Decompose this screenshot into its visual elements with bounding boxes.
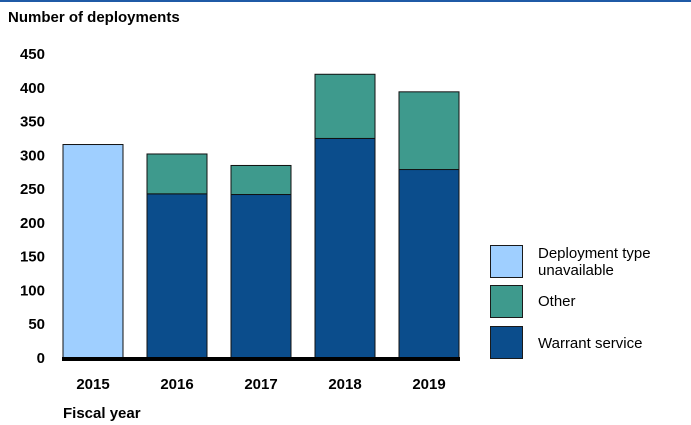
y-tick-label: 350 xyxy=(20,114,45,131)
bar-2016-other xyxy=(146,153,208,195)
y-tick-label: 150 xyxy=(20,249,45,266)
bar-2017-other xyxy=(230,164,292,196)
bar-2015-deployment-type-unavailable xyxy=(62,144,124,359)
bar-2019-other xyxy=(398,91,460,171)
y-tick-label: 300 xyxy=(20,147,45,164)
x-tick-label: 2016 xyxy=(160,376,193,393)
y-tick-label: 50 xyxy=(28,316,45,333)
x-tick-label: 2019 xyxy=(412,376,445,393)
x-axis-baseline xyxy=(62,357,460,361)
bar-2019-warrant-service xyxy=(398,169,460,359)
x-tick-label: 2015 xyxy=(76,376,109,393)
legend-swatch-warrant xyxy=(490,326,523,359)
legend-swatch-other xyxy=(490,285,523,318)
bar-2018-other xyxy=(314,73,376,139)
bar-group xyxy=(62,73,460,361)
x-tick-label: 2018 xyxy=(328,376,361,393)
bar-2018-warrant-service xyxy=(314,137,376,359)
legend-label-warrant: Warrant service xyxy=(538,335,643,352)
y-tick-label: 400 xyxy=(20,80,45,97)
x-tick-label: 2017 xyxy=(244,376,277,393)
y-axis-ticks: 0 50 100 150 200 250 300 350 400 450 xyxy=(20,46,45,367)
y-tick-label: 250 xyxy=(20,181,45,198)
top-rule xyxy=(0,0,691,2)
y-axis-title: Number of deployments xyxy=(8,9,180,26)
x-axis-ticks: 2015 2016 2017 2018 2019 xyxy=(76,376,445,393)
y-tick-label: 200 xyxy=(20,215,45,232)
bar-2017-warrant-service xyxy=(230,194,292,359)
legend-label-unavailable: Deployment type unavailable xyxy=(538,245,651,279)
legend-swatch-unavailable xyxy=(490,245,523,278)
bar-2016-warrant-service xyxy=(146,193,208,359)
y-tick-label: 0 xyxy=(37,350,45,367)
legend-label-other: Other xyxy=(538,293,576,310)
y-tick-label: 450 xyxy=(20,46,45,63)
y-tick-label: 100 xyxy=(20,282,45,299)
x-axis-title: Fiscal year xyxy=(63,405,141,422)
